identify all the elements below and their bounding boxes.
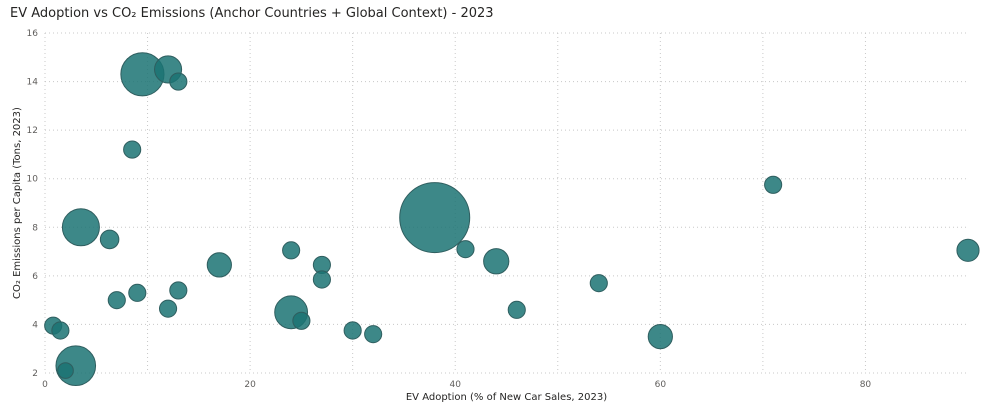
y-axis-label: CO₂ Emissions per Capita (Tons, 2023) (12, 107, 23, 299)
data-point-bubble[interactable] (764, 175, 783, 194)
data-point-bubble[interactable] (123, 140, 142, 159)
x-tick-label: 80 (860, 380, 872, 390)
data-point-bubble[interactable] (206, 252, 232, 278)
data-point-bubble[interactable] (51, 321, 70, 340)
data-point-bubble[interactable] (956, 238, 980, 262)
x-tick-label: 20 (244, 380, 256, 390)
y-tick-label: 10 (27, 175, 39, 185)
data-point-bubble[interactable] (107, 291, 126, 310)
y-tick-label: 16 (27, 29, 39, 39)
y-tick-label: 4 (32, 320, 38, 330)
data-point-bubble[interactable] (128, 283, 147, 302)
y-tick-label: 8 (32, 223, 38, 233)
x-axis-label: EV Adoption (% of New Car Sales, 2023) (406, 392, 607, 403)
data-point-bubble[interactable] (647, 323, 673, 350)
data-point-bubble[interactable] (589, 274, 608, 293)
tick-labels: 2 4 6 8 10 12 14 16 0 20 40 60 80 (27, 29, 872, 390)
x-tick-label: 40 (449, 380, 461, 390)
y-tick-label: 2 (32, 369, 38, 379)
data-point-bubble[interactable] (99, 229, 120, 250)
data-point-bubble[interactable] (399, 182, 471, 254)
chart-title: EV Adoption vs CO₂ Emissions (Anchor Cou… (10, 6, 494, 21)
y-tick-label: 6 (32, 272, 38, 282)
data-point-bubble[interactable] (57, 362, 74, 379)
data-point-bubble[interactable] (343, 321, 362, 340)
data-point-bubble[interactable] (169, 72, 188, 91)
x-tick-label: 0 (42, 380, 48, 390)
data-point-bubble[interactable] (61, 208, 100, 247)
data-point-bubble[interactable] (158, 299, 178, 318)
data-point-bubble[interactable] (364, 325, 383, 344)
data-point-bubble[interactable] (312, 270, 331, 289)
x-tick-label: 60 (655, 380, 667, 390)
y-tick-label: 12 (27, 126, 38, 136)
y-tick-label: 14 (27, 78, 39, 88)
data-point-bubble[interactable] (483, 248, 510, 275)
data-point-bubble[interactable] (282, 241, 301, 260)
data-point-bubble[interactable] (169, 281, 188, 300)
bubbles (44, 52, 980, 387)
data-point-bubble[interactable] (456, 240, 475, 259)
data-point-bubble[interactable] (292, 311, 311, 330)
data-point-bubble[interactable] (507, 300, 526, 319)
